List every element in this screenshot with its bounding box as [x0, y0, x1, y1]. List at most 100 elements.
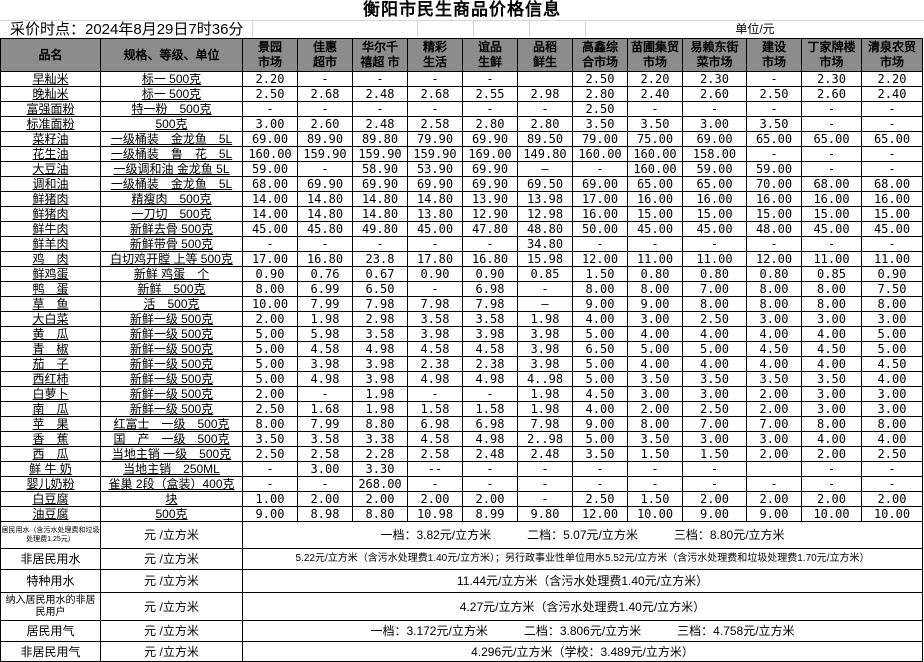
item-name: 鲜 牛 奶 — [0, 461, 101, 477]
table-row: 香 蕉国 产 一级 500克 3.50 3.58 3.38 4.58 4.98 2..98 5… — [0, 431, 923, 447]
utility-name: 非居民用气 — [0, 641, 101, 662]
price-cell: 2.00 — [746, 386, 802, 402]
item-spec: 当地主销 250ML — [100, 461, 243, 477]
header-market-line: 市场 — [819, 55, 844, 69]
price-cell: 9.80 — [517, 506, 573, 522]
price-cell: 65.00 — [682, 176, 747, 192]
utility-name: 居民用气 — [0, 620, 101, 642]
price-cell: 45.00 — [407, 221, 463, 237]
price-cell: 3.58 — [462, 311, 518, 327]
price-cell: 13.80 — [407, 206, 463, 222]
price-cell: - — [407, 101, 463, 117]
table-row: 白萝卜 新鲜一级 500克 2.00-1.98- -1.98 4.50 3.00 3.00 2… — [0, 386, 923, 402]
price-cell: 4.00 — [572, 401, 628, 417]
utility-name: 居民用水（含污水处理费和垃圾处理费1.25元） — [0, 521, 101, 549]
price-cell: 65.00 — [801, 131, 862, 147]
price-cell: 8.00 — [801, 281, 862, 297]
price-cell: - — [297, 71, 353, 87]
price-cell: - — [801, 161, 862, 177]
price-cell: 0.80 — [746, 266, 802, 282]
price-cell: - — [746, 71, 802, 87]
item-name: 鲜牛肉 — [0, 221, 101, 237]
item-spec: 活 500克 — [100, 296, 243, 312]
price-cell: 4.00 — [861, 371, 923, 387]
empty-cell — [474, 21, 530, 38]
price-cell: 6.98 — [462, 416, 518, 432]
price-cell — [746, 461, 802, 477]
price-cell: 11.00 — [801, 251, 862, 267]
price-cell: 2.48 — [517, 446, 573, 462]
price-cell: 50.00 — [572, 221, 628, 237]
price-cell: - — [407, 236, 463, 252]
price-cell: - — [517, 281, 573, 297]
price-cell: 16.00 — [627, 191, 683, 207]
item-name: 花生油 — [0, 146, 101, 162]
price-cell: 9.00 — [572, 296, 628, 312]
price-cell: 3.50 — [627, 431, 683, 447]
price-cell: - — [627, 461, 683, 477]
table-row: 大豆油 一级调和油 金龙鱼 5L 59.00-58.90 53.90 69.90— -16… — [0, 161, 923, 177]
price-cell: 9.00 — [682, 506, 747, 522]
price-cell: 4.58 — [297, 341, 353, 357]
price-cell: 2.98 — [517, 86, 573, 102]
empty-cell — [530, 21, 586, 38]
price-cell: - — [746, 476, 802, 492]
price-cell: 0.90 — [407, 266, 463, 282]
item-spec: 一刀切 500克 — [100, 206, 243, 222]
header-market-line: 鲜生 — [532, 55, 557, 69]
item-spec: 新鲜 鸡蛋 个 — [100, 266, 243, 282]
price-cell: 48.80 — [517, 221, 573, 237]
price-cell: 2.50 — [572, 101, 628, 117]
item-spec: 标一 500克 — [100, 86, 243, 102]
item-name: 西 瓜 — [0, 446, 101, 462]
table-row: 茄 子新鲜一级 500克 5.00 3.98 3.98 2.38 2.38 3.98 5.00… — [0, 356, 923, 372]
header-market-line: 禧超 市 — [360, 55, 400, 69]
price-cell: 3.50 — [242, 431, 298, 447]
header-market-line: 市场 — [761, 55, 786, 69]
header-market-line: 华尔千 — [361, 40, 398, 54]
item-spec: 500克 — [100, 116, 243, 132]
item-name: 鲜鸡蛋 — [0, 266, 101, 282]
item-name: 茄 子 — [0, 356, 101, 372]
price-cell: 8.00 — [572, 281, 628, 297]
header-market: 华尔千 禧超 市 — [352, 38, 408, 72]
price-cell: 160.00 — [627, 146, 683, 162]
price-cell: - — [627, 101, 683, 117]
price-cell: 2.50 — [682, 401, 747, 417]
price-cell: 2.00 — [861, 491, 923, 507]
price-cell: 8.00 — [242, 416, 298, 432]
price-cell: 1.98 — [297, 311, 353, 327]
price-cell: 7.00 — [682, 416, 747, 432]
price-cell: 10.00 — [242, 296, 298, 312]
price-cell: 158.00 — [682, 146, 747, 162]
price-cell: 16.00 — [572, 206, 628, 222]
price-cell: 3.00 — [682, 116, 747, 132]
price-cell: - — [627, 476, 683, 492]
table-row: 白豆腐块 1.00 2.00 2.00 2.00 2.00-2.50 1.50 2.00 2.0… — [0, 491, 923, 507]
price-cell: 5.00 — [861, 341, 923, 357]
unit-label: 单位/元 — [735, 22, 775, 36]
price-cell: 3.00 — [627, 311, 683, 327]
price-cell: 5.00 — [572, 371, 628, 387]
price-cell: 2.30 — [801, 71, 862, 87]
price-cell: 2.00 — [297, 491, 353, 507]
header-market-line: 生活 — [422, 55, 447, 69]
price-cell: 3.00 — [861, 401, 923, 417]
price-cell: 3.50 — [746, 371, 802, 387]
item-name: 晚籼米 — [0, 86, 101, 102]
price-cell: 2.00 — [746, 446, 802, 462]
price-cell: - — [517, 491, 573, 507]
item-spec: 新鲜一级 500克 — [100, 326, 243, 342]
item-name: 富强面粉 — [0, 101, 101, 117]
item-spec: 新鲜一级 500克 — [100, 356, 243, 372]
price-cell: 6.98 — [407, 416, 463, 432]
price-cell: 14.80 — [352, 191, 408, 207]
price-cell: 2.20 — [861, 71, 923, 87]
price-cell: 2.60 — [682, 86, 747, 102]
header-market-line: 合市场 — [581, 55, 618, 69]
table-row: 婴儿奶粉 雀巢 2段（盒装）400克 - -268.00- - - - - - - - - — [0, 476, 923, 492]
price-cell: 0.90 — [462, 266, 518, 282]
price-cell: 2.80 — [462, 116, 518, 132]
table-row: 油豆腐 500克 9.00 8.98 8.80 10.98 8.99 9.80 12.00 10.… — [0, 506, 923, 522]
item-spec: 当地主销 一级 500克 — [100, 446, 243, 462]
